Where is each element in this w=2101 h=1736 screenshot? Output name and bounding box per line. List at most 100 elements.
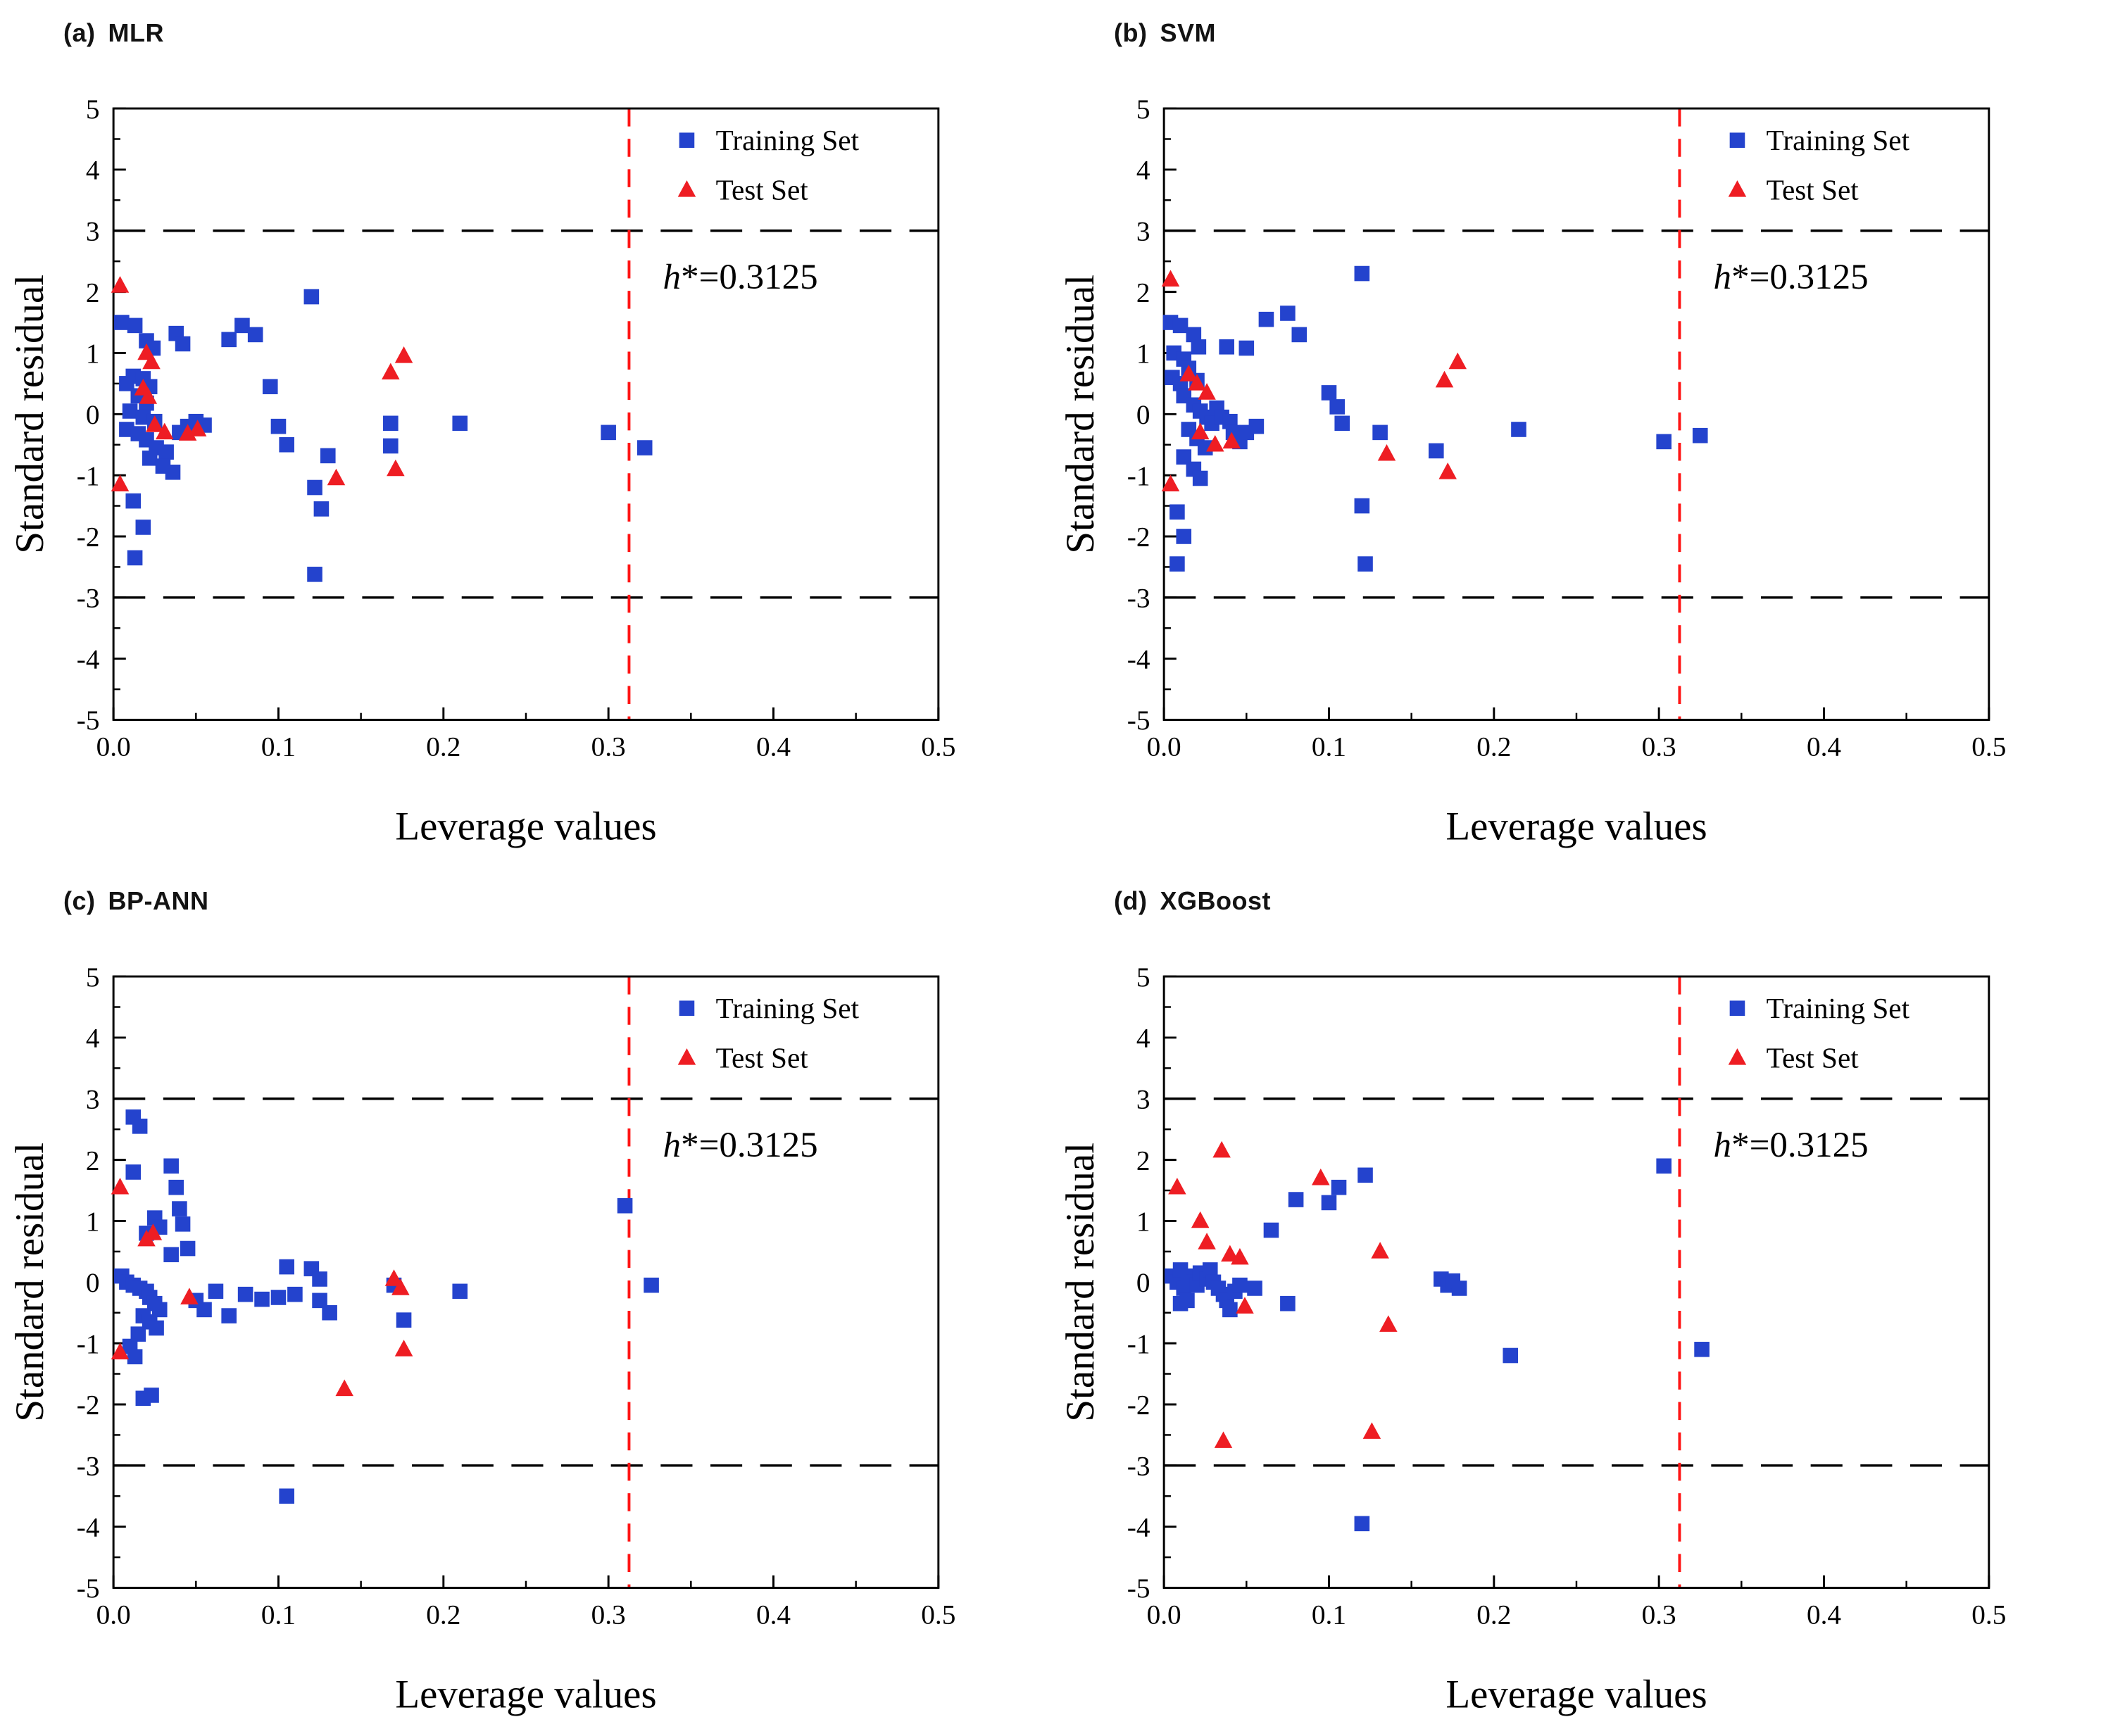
svg-text:-4: -4 [1127,644,1150,674]
threshold-annotation: h*=0.3125 [1714,258,1869,297]
series-test [1161,269,1467,491]
svg-text:1: 1 [86,1207,100,1237]
series-training [1165,1157,1710,1531]
svg-text:5: 5 [86,94,100,124]
svg-text:-4: -4 [1127,1512,1150,1542]
series-test [111,275,413,491]
svg-text:0.3: 0.3 [591,731,626,762]
svg-text:0.0: 0.0 [1147,1599,1181,1630]
svg-text:-2: -2 [1127,1390,1150,1420]
svg-text:1: 1 [86,339,100,369]
threshold-annotation: h*=0.3125 [1714,1126,1869,1165]
series-test [111,1177,413,1396]
svg-text:0.4: 0.4 [1807,731,1841,762]
svg-text:3: 3 [86,1084,100,1114]
panel-c: (c) BP-ANN 0.0 0.1 0.2 0.3 0.4 0.5 -5 -4 -3 -2 -1 0… [0,868,1050,1736]
svg-text:-4: -4 [77,1512,100,1542]
svg-text:0.0: 0.0 [1147,731,1181,762]
series-training [1162,265,1708,572]
legend-entry: Test Set [716,1041,809,1074]
svg-text:0.4: 0.4 [756,1599,791,1630]
series-test [1168,1140,1398,1448]
svg-text:-1: -1 [77,460,100,491]
svg-text:3: 3 [86,216,100,246]
svg-text:0.0: 0.0 [96,731,131,762]
svg-text:0: 0 [1136,400,1150,430]
svg-text:-5: -5 [77,705,100,736]
svg-text:0.1: 0.1 [261,731,296,762]
svg-text:-1: -1 [1127,460,1150,491]
svg-text:0.2: 0.2 [426,731,460,762]
panel-a-label: (a) [63,18,96,47]
svg-text:0.1: 0.1 [1312,1599,1346,1630]
legend-entry: Test Set [716,173,809,206]
plot-frame [1162,975,1990,1589]
panel-b-title: (b) SVM [1050,0,2101,74]
svg-text:-5: -5 [77,1573,100,1604]
svg-text:0.4: 0.4 [756,731,791,762]
svg-text:4: 4 [86,155,100,185]
svg-text:-5: -5 [1127,1573,1150,1604]
svg-text:4: 4 [86,1023,100,1053]
svg-text:0.3: 0.3 [1642,731,1676,762]
svg-text:2: 2 [1136,277,1150,308]
svg-text:4: 4 [1136,155,1150,185]
panel-a-title: (a) MLR [0,0,1050,74]
x-axis-label: Leverage values [1445,804,1707,848]
svg-text:-3: -3 [1127,583,1150,613]
chart-d-xgboost-plot: 0.0 0.1 0.2 0.3 0.4 0.5 -5 -4 -3 -2 -1 0 1 2 3 4 5 Levera… [1058,962,2006,1716]
svg-text:1: 1 [1136,1207,1150,1237]
svg-text:0.5: 0.5 [1971,1599,2006,1630]
legend-entry: Training Set [716,991,860,1024]
svg-text:0: 0 [1136,1268,1150,1298]
svg-text:-2: -2 [77,522,100,552]
y-axis-label: Standard residual [1058,274,1103,553]
svg-text:1: 1 [1136,339,1150,369]
panel-c-model-name: BP-ANN [108,886,209,915]
plot-frame [112,107,940,721]
svg-text:0.3: 0.3 [591,1599,626,1630]
svg-text:2: 2 [86,1145,100,1176]
svg-text:0.2: 0.2 [1476,1599,1511,1630]
panel-c-title: (c) BP-ANN [0,868,1050,942]
svg-text:-3: -3 [1127,1451,1150,1481]
svg-text:-3: -3 [77,583,100,613]
svg-text:0.0: 0.0 [96,1599,131,1630]
legend-entry: Training Set [1767,123,1910,156]
svg-text:-1: -1 [1127,1328,1150,1359]
svg-text:0.2: 0.2 [1476,731,1511,762]
svg-text:-1: -1 [77,1328,100,1359]
legend-entry: Training Set [1767,991,1910,1024]
svg-text:0: 0 [86,400,100,430]
svg-text:0: 0 [86,1268,100,1298]
chart-c-bpann-plot: 0.0 0.1 0.2 0.3 0.4 0.5 -5 -4 -3 -2 -1 0 1 2 3 4 5 Levera… [8,962,955,1716]
svg-text:5: 5 [86,962,100,992]
x-axis-label: Leverage values [395,1672,656,1716]
svg-text:-2: -2 [1127,522,1150,552]
svg-text:0.1: 0.1 [261,1599,296,1630]
svg-text:-3: -3 [77,1451,100,1481]
y-axis-label: Standard residual [1058,1142,1103,1421]
svg-text:0.5: 0.5 [1971,731,2006,762]
plot-frame [1162,107,1990,721]
svg-text:0.5: 0.5 [921,731,955,762]
y-axis-label: Standard residual [8,1142,52,1421]
svg-text:-2: -2 [77,1390,100,1420]
panel-a-model-name: MLR [108,18,164,47]
svg-text:0.1: 0.1 [1312,731,1346,762]
panel-d-label: (d) [1114,886,1148,915]
panel-c-label: (c) [63,886,96,915]
svg-text:-5: -5 [1127,705,1150,736]
chart-a-mlr-plot: 0.0 0.1 0.2 0.3 0.4 0.5 -5 -4 -3 -2 -1 0 1 2 3 4 5 Levera… [8,94,955,848]
threshold-annotation: h*=0.3125 [663,258,818,297]
panel-d: (d) XGBoost 0.0 0.1 0.2 0.3 0.4 0.5 -5 -4 -3 -2 -1… [1050,868,2101,1736]
x-axis-label: Leverage values [1445,1672,1707,1716]
svg-text:0.2: 0.2 [426,1599,460,1630]
svg-text:3: 3 [1136,216,1150,246]
svg-text:5: 5 [1136,94,1150,124]
svg-text:0.5: 0.5 [921,1599,955,1630]
panel-b: (b) SVM 0.0 0.1 0.2 0.3 0.4 0.5 -5 -4 -3 -2 -1 0 1 2 3… [1050,0,2101,868]
panel-d-title: (d) XGBoost [1050,868,2101,942]
svg-text:2: 2 [1136,1145,1150,1176]
